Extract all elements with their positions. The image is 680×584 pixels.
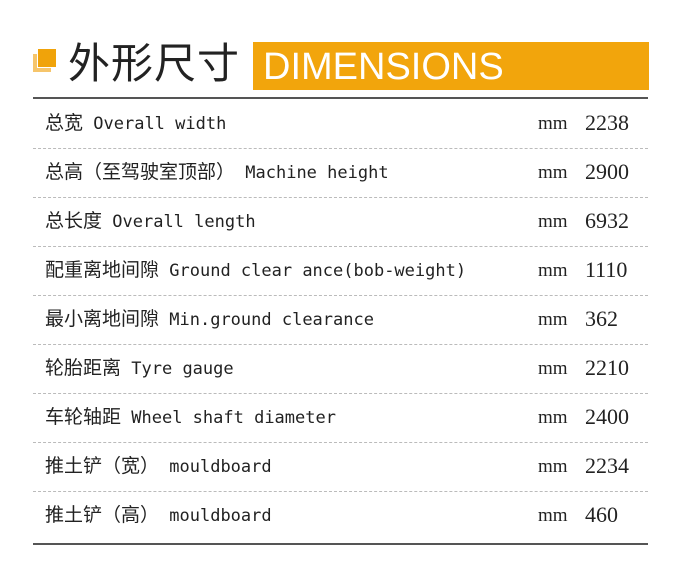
- page-title-en: DIMENSIONS: [263, 46, 504, 88]
- row-separator: [33, 491, 648, 492]
- spec-label: 总长度 Overall length: [45, 209, 256, 234]
- spec-label-en: Ground clear ance(bob-weight): [169, 261, 467, 281]
- spec-value: 362: [585, 306, 618, 331]
- spec-value: 1110: [585, 257, 628, 282]
- row-separator: [33, 344, 648, 345]
- bottom-divider: [33, 543, 648, 545]
- page-title-cn: 外形尺寸: [68, 39, 241, 88]
- spec-label-en: mouldboard: [169, 506, 272, 526]
- spec-label-cn: 总长度: [45, 210, 103, 232]
- spec-unit: mm: [538, 309, 568, 330]
- spec-label-cn: 总高（至驾驶室顶部）: [45, 161, 236, 183]
- row-separator: [33, 295, 648, 296]
- spec-row: 最小离地间隙 Min.ground clearance mm 362: [45, 297, 648, 346]
- spec-label-cn: 总宽: [45, 112, 84, 134]
- spec-row: 总高（至驾驶室顶部） Machine height mm 2900: [45, 150, 648, 199]
- spec-label-cn: 推土铲（宽）: [45, 455, 160, 477]
- spec-label-cn: 车轮轴距: [45, 406, 122, 428]
- spec-label: 推土铲（高） mouldboard: [45, 503, 272, 528]
- spec-row: 总长度 Overall length mm 6932: [45, 199, 648, 248]
- row-separator: [33, 246, 648, 247]
- spec-label-en: Wheel shaft diameter: [131, 408, 336, 428]
- spec-value: 460: [585, 502, 618, 527]
- spec-label: 总宽 Overall width: [45, 111, 226, 136]
- spec-label: 配重离地间隙 Ground clear ance(bob-weight): [45, 258, 466, 283]
- spec-unit: mm: [538, 407, 568, 428]
- spec-value: 2900: [585, 159, 629, 184]
- spec-row: 车轮轴距 Wheel shaft diameter mm 2400: [45, 395, 648, 444]
- spec-unit: mm: [538, 505, 568, 526]
- spec-unit: mm: [538, 358, 568, 379]
- spec-label: 推土铲（宽） mouldboard: [45, 454, 272, 479]
- spec-value: 6932: [585, 208, 629, 233]
- spec-row: 推土铲（宽） mouldboard mm 2234: [45, 444, 648, 493]
- spec-row: 轮胎距离 Tyre gauge mm 2210: [45, 346, 648, 395]
- spec-unit: mm: [538, 260, 568, 281]
- spec-label-en: mouldboard: [169, 457, 272, 477]
- spec-label-cn: 推土铲（高）: [45, 504, 160, 526]
- spec-label-cn: 最小离地间隙: [45, 308, 160, 330]
- spec-label-en: Machine height: [245, 163, 389, 183]
- section-square-icon: [33, 48, 57, 72]
- spec-label-cn: 配重离地间隙: [45, 259, 160, 281]
- spec-row: 总宽 Overall width mm 2238: [45, 101, 648, 150]
- title-banner: DIMENSIONS: [253, 42, 649, 90]
- top-divider: [33, 97, 648, 99]
- spec-unit: mm: [538, 456, 568, 477]
- spec-value: 2234: [585, 453, 629, 478]
- spec-label: 轮胎距离 Tyre gauge: [45, 356, 234, 381]
- spec-value: 2210: [585, 355, 629, 380]
- spec-label-en: Min.ground clearance: [169, 310, 374, 330]
- spec-unit: mm: [538, 162, 568, 183]
- spec-label-en: Overall width: [93, 114, 227, 134]
- row-separator: [33, 442, 648, 443]
- spec-label-en: Overall length: [112, 212, 256, 232]
- spec-value: 2400: [585, 404, 629, 429]
- spec-label: 车轮轴距 Wheel shaft diameter: [45, 405, 336, 430]
- spec-label-en: Tyre gauge: [131, 359, 234, 379]
- spec-label-cn: 轮胎距离: [45, 357, 122, 379]
- row-separator: [33, 197, 648, 198]
- spec-row: 配重离地间隙 Ground clear ance(bob-weight) mm …: [45, 248, 648, 297]
- row-separator: [33, 148, 648, 149]
- spec-unit: mm: [538, 211, 568, 232]
- spec-value: 2238: [585, 110, 629, 135]
- row-separator: [33, 393, 648, 394]
- spec-row: 推土铲（高） mouldboard mm 460: [45, 493, 648, 542]
- spec-label: 最小离地间隙 Min.ground clearance: [45, 307, 374, 332]
- spec-unit: mm: [538, 113, 568, 134]
- spec-label: 总高（至驾驶室顶部） Machine height: [45, 160, 389, 185]
